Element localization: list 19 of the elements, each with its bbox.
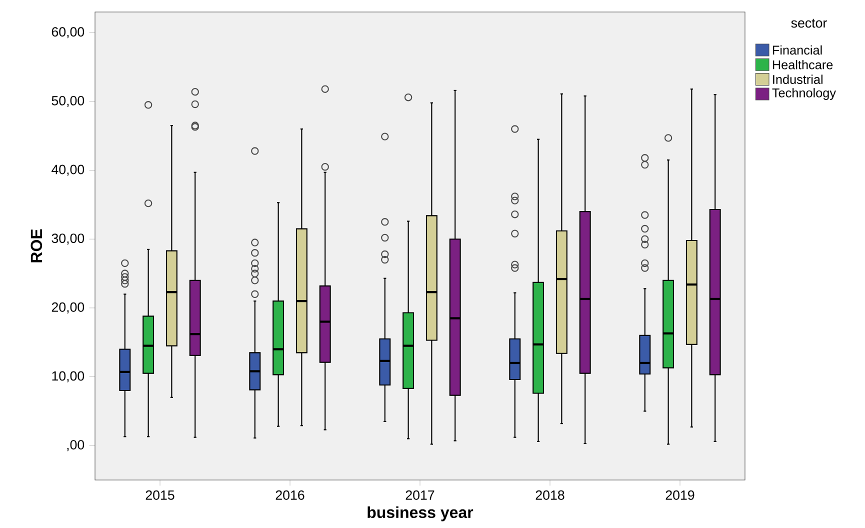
x-tick-label: 2018 <box>536 490 564 500</box>
x-tick-label: 2019 <box>666 490 694 500</box>
legend-label: Healthcare <box>772 60 833 70</box>
legend-label: Industrial <box>773 74 822 84</box>
x-axis-title: business year <box>368 506 474 522</box>
y-tick-label: 10,00 <box>52 371 84 382</box>
legend-title: sector <box>791 18 827 28</box>
y-tick-label: 50,00 <box>52 96 84 107</box>
y-tick-label: 60,00 <box>52 27 84 38</box>
y-tick-label: 40,00 <box>52 164 84 176</box>
y-tick-label: 30,00 <box>52 234 84 245</box>
x-tick-label: 2016 <box>276 490 304 500</box>
y-axis-title: ROE <box>30 229 42 262</box>
y-tick-label: 20,00 <box>52 302 84 314</box>
legend-label: Technology <box>772 88 836 100</box>
y-tick-label: ,00 <box>67 440 84 452</box>
x-tick-label: 2015 <box>146 490 174 500</box>
x-tick-label: 2017 <box>406 490 434 500</box>
legend-label: Financial <box>772 45 822 55</box>
